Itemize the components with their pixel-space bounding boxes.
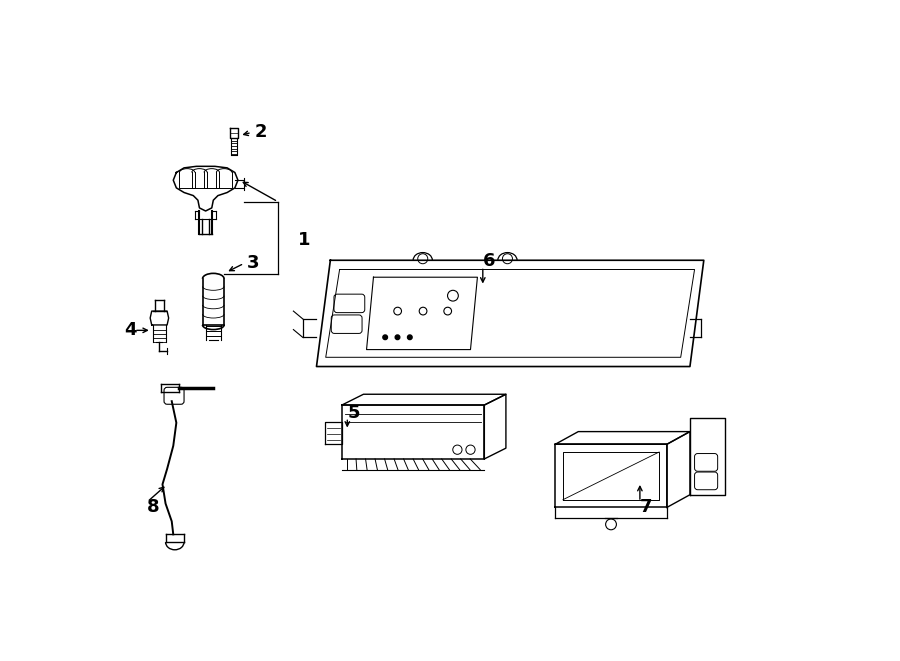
Circle shape (395, 335, 400, 340)
Text: 7: 7 (640, 498, 652, 516)
FancyBboxPatch shape (331, 315, 362, 333)
Text: 2: 2 (255, 124, 267, 141)
Circle shape (408, 335, 412, 340)
Text: 1: 1 (298, 231, 310, 249)
Text: 8: 8 (147, 498, 159, 516)
FancyBboxPatch shape (695, 472, 717, 490)
Text: 5: 5 (347, 404, 360, 422)
FancyBboxPatch shape (695, 453, 717, 471)
Text: 3: 3 (248, 254, 260, 272)
FancyBboxPatch shape (334, 294, 364, 313)
FancyBboxPatch shape (164, 387, 184, 405)
Text: 4: 4 (124, 321, 137, 339)
Text: 6: 6 (482, 252, 495, 270)
Circle shape (382, 335, 388, 340)
